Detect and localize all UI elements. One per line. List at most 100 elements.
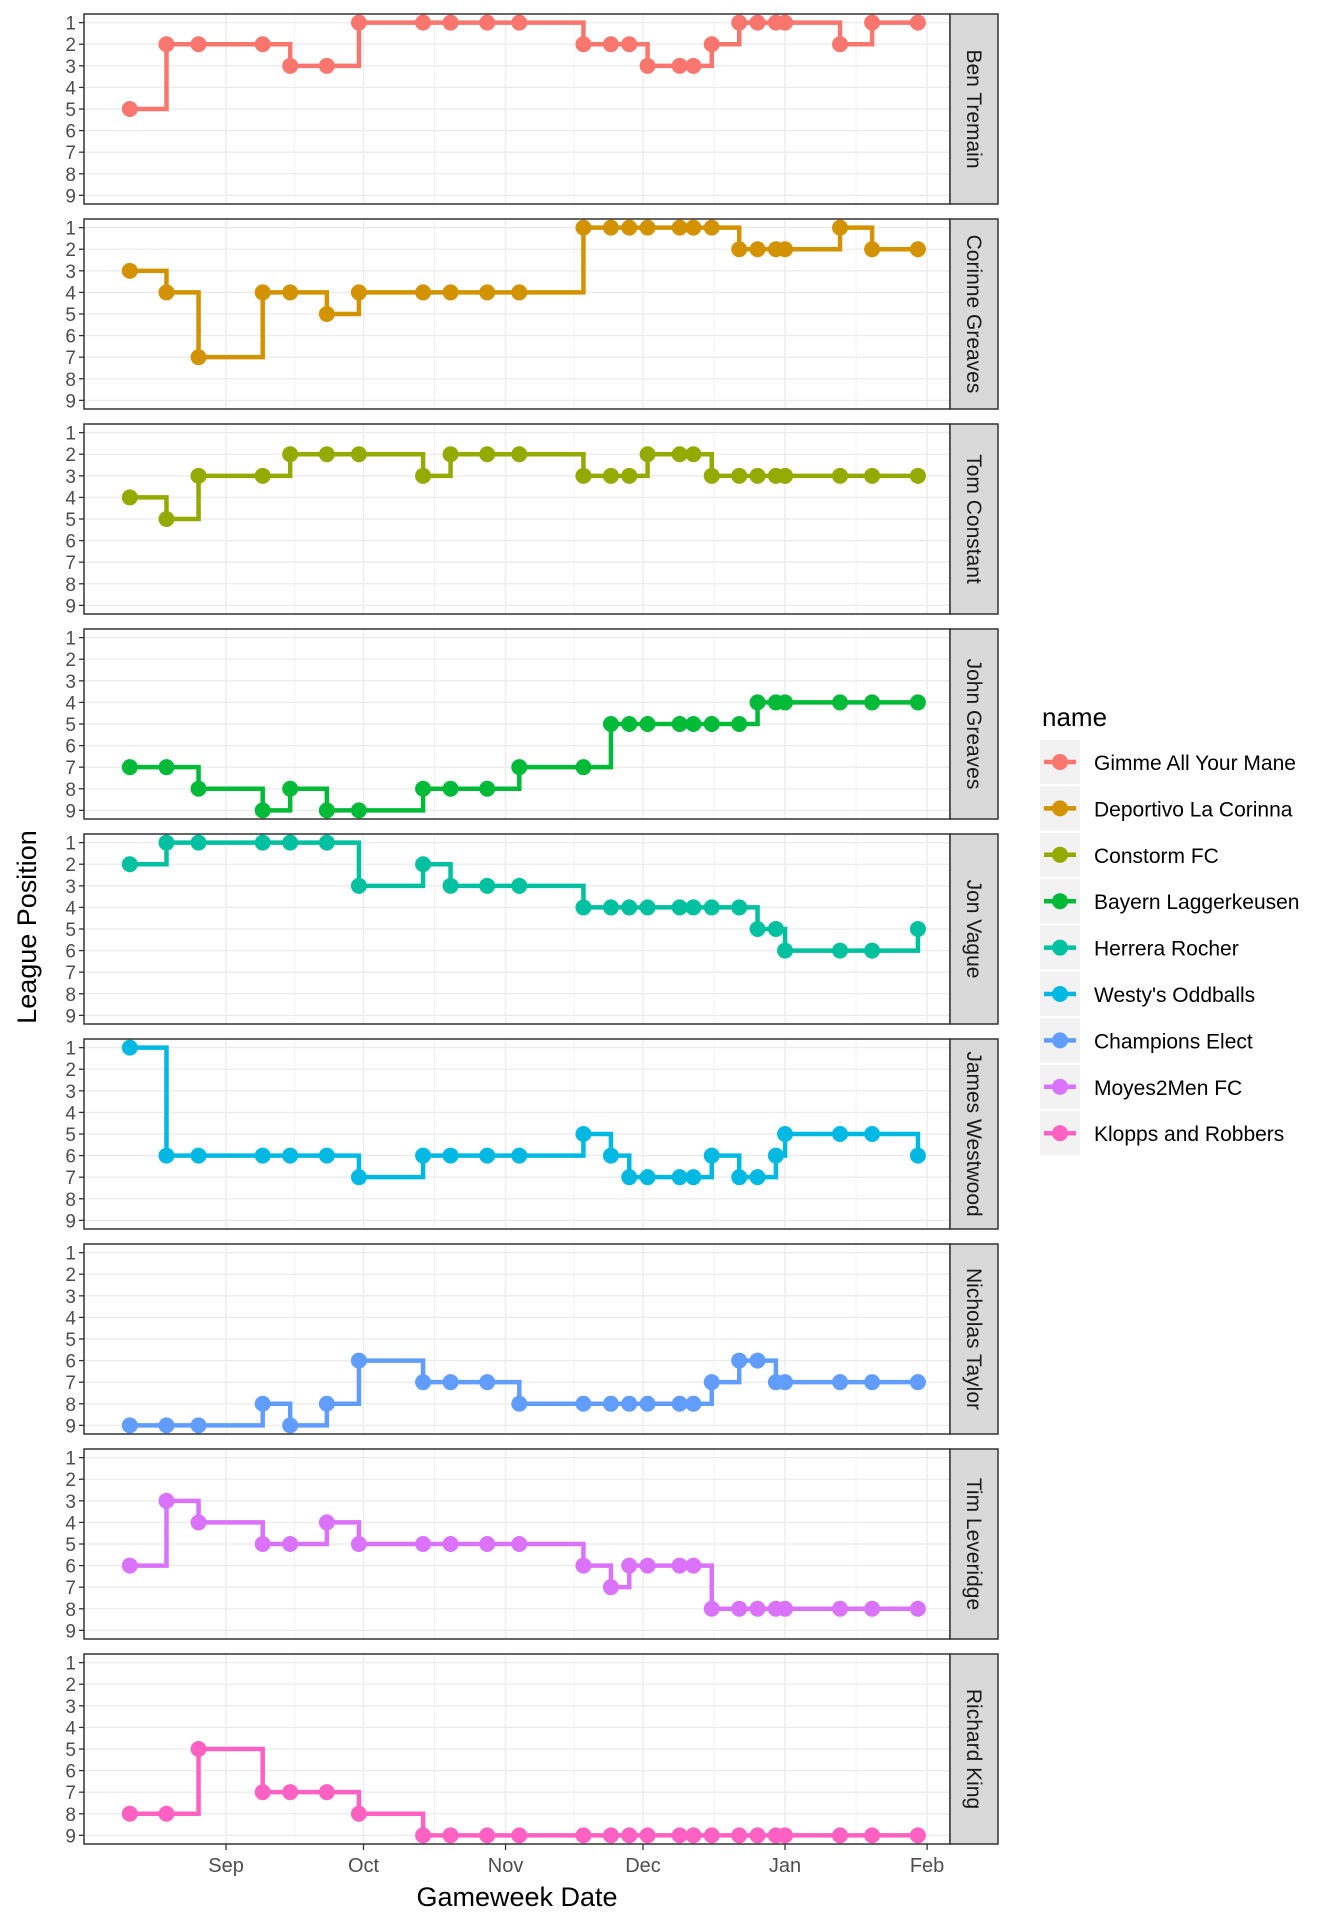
data-point [511, 14, 528, 31]
y-tick-label: 9 [65, 1416, 76, 1437]
data-point [442, 1147, 459, 1164]
data-point [282, 57, 299, 74]
data-point [777, 1600, 794, 1617]
data-point [282, 284, 299, 301]
data-point [602, 1147, 619, 1164]
facet-strip [949, 833, 999, 1025]
data-point [777, 1827, 794, 1844]
data-point [350, 14, 367, 31]
y-tick-label: 6 [65, 122, 76, 143]
legend-label: Herrera Rocher [1094, 938, 1239, 961]
y-tick-label: 5 [65, 920, 76, 941]
data-point [685, 1395, 702, 1412]
x-tick-label: Jan [769, 1855, 801, 1877]
data-point [350, 446, 367, 463]
data-point [158, 511, 175, 527]
y-tick-label: 9 [65, 801, 76, 822]
data-point [350, 284, 367, 301]
data-point [511, 284, 528, 301]
data-point [749, 694, 766, 711]
data-point [602, 1579, 619, 1596]
data-point [575, 36, 592, 53]
data-point [777, 942, 794, 959]
data-point [685, 1827, 702, 1844]
data-point [864, 1126, 881, 1142]
y-tick-label: 9 [65, 1621, 76, 1642]
data-point [442, 284, 459, 301]
y-tick-label: 4 [65, 1308, 76, 1329]
data-point [639, 219, 656, 236]
data-point [575, 467, 592, 484]
data-point [731, 241, 748, 258]
data-point [350, 1805, 367, 1822]
data-point [621, 899, 638, 916]
data-point [639, 1169, 656, 1186]
data-point [671, 716, 688, 732]
facet-strip [949, 1448, 999, 1640]
data-point [318, 1514, 335, 1531]
legend-item: Moyes2Men FC [1040, 1064, 1242, 1109]
data-point [731, 716, 748, 732]
data-point [121, 1557, 138, 1574]
data-point [749, 921, 766, 937]
data-point [415, 1536, 432, 1552]
y-tick-label: 4 [65, 1103, 76, 1124]
legend-item: Gimme All Your Mane [1040, 740, 1296, 784]
data-point [731, 1827, 748, 1844]
y-tick-label: 5 [65, 100, 76, 121]
legend-label: Moyes2Men FC [1094, 1077, 1242, 1100]
y-tick-label: 9 [65, 186, 76, 207]
data-point [318, 834, 335, 851]
data-point [415, 1147, 432, 1164]
data-point [864, 694, 881, 711]
data-point [318, 57, 335, 74]
data-point [121, 856, 138, 873]
data-point [158, 1147, 175, 1164]
data-point [671, 219, 688, 236]
data-point [350, 877, 367, 894]
data-point [121, 759, 138, 776]
data-point [639, 1395, 656, 1412]
data-point [703, 1374, 720, 1391]
y-tick-label: 1 [65, 629, 76, 650]
y-tick-label: 1 [65, 1449, 76, 1470]
data-point [832, 1827, 849, 1844]
data-point [864, 467, 881, 484]
y-tick-label: 1 [65, 834, 76, 855]
data-point [575, 759, 592, 776]
data-point [254, 1147, 271, 1164]
data-point [479, 877, 496, 894]
data-point [909, 1374, 926, 1391]
legend-label: Westy's Oddballs [1094, 984, 1255, 1007]
y-tick-label: 4 [65, 693, 76, 714]
data-point [731, 1352, 748, 1369]
y-tick-label: 3 [65, 467, 76, 488]
legend-label: Bayern Laggerkeusen [1094, 891, 1299, 914]
data-point [832, 942, 849, 959]
data-point [909, 1600, 926, 1617]
data-point [442, 1536, 459, 1552]
data-point [685, 716, 702, 732]
y-tick-label: 5 [65, 305, 76, 326]
data-point [749, 241, 766, 258]
legend-key-point [1052, 1078, 1068, 1095]
data-point [621, 1395, 638, 1412]
x-tick-label: Nov [488, 1855, 524, 1877]
data-point [749, 1827, 766, 1844]
data-point [749, 1352, 766, 1369]
y-tick-label: 5 [65, 715, 76, 736]
data-point [479, 446, 496, 463]
data-point [671, 1557, 688, 1574]
data-point [190, 834, 207, 851]
data-point [832, 1126, 849, 1142]
data-point [282, 834, 299, 851]
y-tick-label: 2 [65, 650, 76, 671]
legend-item: Champions Elect [1040, 1018, 1253, 1063]
data-point [511, 1395, 528, 1412]
x-tick-label: Dec [625, 1855, 661, 1877]
data-point [350, 802, 367, 819]
data-point [254, 467, 271, 484]
y-tick-label: 3 [65, 877, 76, 898]
facet-strip-label: John Greaves [962, 659, 985, 790]
